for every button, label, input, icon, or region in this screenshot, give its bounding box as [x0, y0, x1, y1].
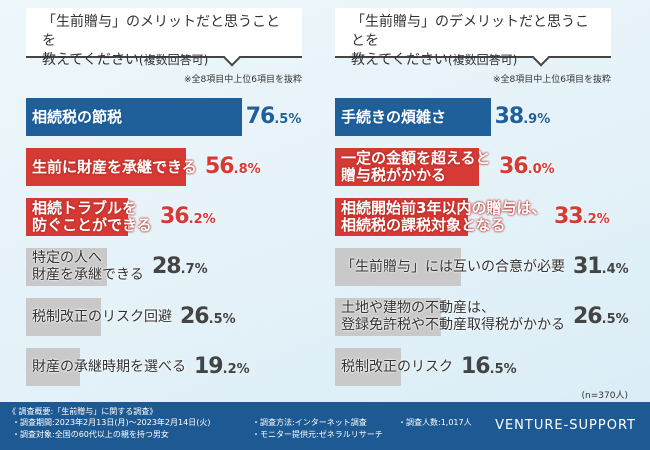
bar-label: 生前に財産を承継できる — [32, 157, 197, 176]
value-label: 36.0% — [499, 154, 555, 179]
merit-subtitle-note: (複数回答可) — [138, 53, 209, 67]
value-label: 19.2% — [194, 354, 250, 379]
bar-row: 財産の承継時期を選べる 19.2% — [26, 348, 326, 386]
bar — [26, 348, 81, 386]
footer-count: ・調査人数:1,017人 — [398, 418, 472, 427]
bar-row: 生前に財産を承継できる 56.8% — [26, 148, 326, 186]
value-label: 28.7% — [152, 254, 208, 279]
bar — [335, 148, 479, 186]
demerit-note: ※全8項目中上位6項目を抜粋 — [493, 75, 611, 85]
bar-row: 税制改正のリスク 16.5% — [335, 348, 635, 386]
merit-title: 「生前贈与」のメリットだと思うことを — [42, 14, 280, 49]
bar — [335, 348, 401, 386]
value-label: 26.5% — [180, 304, 236, 329]
bar-row: 特定の人へ 財産を承継できる 28.7% — [26, 248, 326, 286]
bar-row: 土地や建物の不動産は、 登録免許税や不動産取得税がかかる 26.5% — [335, 298, 635, 336]
bar-label: 手続きの煩雑さ — [341, 107, 447, 126]
merit-note: ※全8項目中上位6項目を抜粋 — [184, 75, 302, 85]
bar-label: 特定の人へ 財産を承継できる — [32, 250, 144, 283]
bar — [26, 98, 242, 136]
bar — [26, 248, 107, 286]
brand-logo: VENTURE-SUPPORT — [495, 418, 636, 433]
bar-row: 相続トラブルを 防ぐことができる 36.2% — [26, 198, 326, 236]
demerit-subtitle-note: (複数回答可) — [447, 53, 518, 67]
bar-row: 税制改正のリスク回避 26.5% — [26, 298, 326, 336]
bar — [26, 148, 187, 186]
bar — [335, 298, 441, 336]
bar-label: 税制改正のリスク回避 — [32, 308, 172, 325]
footer-method: ・調査方法:インターネット調査 — [252, 418, 367, 427]
demerit-chart: 「生前贈与」のデメリットだと思うことを教えてください(複数回答可) ※全8項目中… — [335, 0, 635, 400]
bar-row: 手続きの煩雑さ 38.9% — [335, 98, 635, 136]
value-label: 31.4% — [573, 254, 629, 279]
value-label: 36.2% — [160, 204, 216, 229]
value-label: 38.9% — [494, 104, 551, 129]
survey-footer: 《 調査概要:「生前贈与」に関する調査》 ・調査期間:2023年2月13日(月)… — [0, 402, 650, 450]
bar — [26, 198, 129, 236]
footer-provider: ・モニター提供元:ゼネラルリサーチ — [252, 430, 383, 439]
bar-row: 一定の金額を超えると 贈与税がかかる 36.0% — [335, 148, 635, 186]
bar-label: 一定の金額を超えると 贈与税がかかる — [341, 149, 491, 184]
bar — [335, 98, 491, 136]
bar-row: 相続開始前3年以内の贈与は、 相続税の課税対象となる 33.2% — [335, 198, 635, 236]
bar-label: 税制改正のリスク — [341, 358, 453, 375]
footer-target: ・調査対象:全国の60代以上の親を持つ男女 — [12, 430, 169, 439]
bar-label: 「生前贈与」には互いの合意が必要 — [341, 258, 565, 275]
value-label: 76.5% — [245, 104, 302, 129]
bar-label: 相続トラブルを 防ぐことができる — [32, 199, 152, 234]
demerit-title: 「生前贈与」のデメリットだと思うことを — [351, 14, 589, 49]
bar-row: 「生前贈与」には互いの合意が必要 31.4% — [335, 248, 635, 286]
value-label: 33.2% — [554, 204, 610, 229]
bar-row: 相続税の節税 76.5% — [26, 98, 326, 136]
merit-subtitle: 教えてください — [42, 52, 139, 68]
value-label: 16.5% — [461, 354, 517, 379]
bar-label: 財産の承継時期を選べる — [32, 358, 186, 375]
value-label: 56.8% — [205, 154, 261, 179]
footer-title: 《 調査概要:「生前贈与」に関する調査》 — [8, 407, 158, 416]
bar — [335, 198, 468, 236]
bar — [26, 298, 101, 336]
footer-period: ・調査期間:2023年2月13日(月)〜2023年2月14日(火) — [12, 418, 211, 427]
bar-label: 相続税の節税 — [32, 107, 123, 126]
sample-size: (n=370人) — [581, 391, 628, 401]
merit-question: 「生前贈与」のメリットだと思うことを教えてください(複数回答可) — [26, 8, 302, 68]
bar — [335, 248, 461, 286]
demerit-subtitle: 教えてください — [351, 52, 448, 68]
value-label: 26.5% — [573, 304, 629, 329]
bar-label: 相続開始前3年以内の贈与は、 相続税の課税対象となる — [341, 199, 547, 234]
merit-chart: 「生前贈与」のメリットだと思うことを教えてください(複数回答可) ※全8項目中上… — [26, 0, 326, 400]
demerit-question: 「生前贈与」のデメリットだと思うことを教えてください(複数回答可) — [335, 8, 611, 68]
bar-label: 土地や建物の不動産は、 登録免許税や不動産取得税がかかる — [341, 300, 565, 333]
